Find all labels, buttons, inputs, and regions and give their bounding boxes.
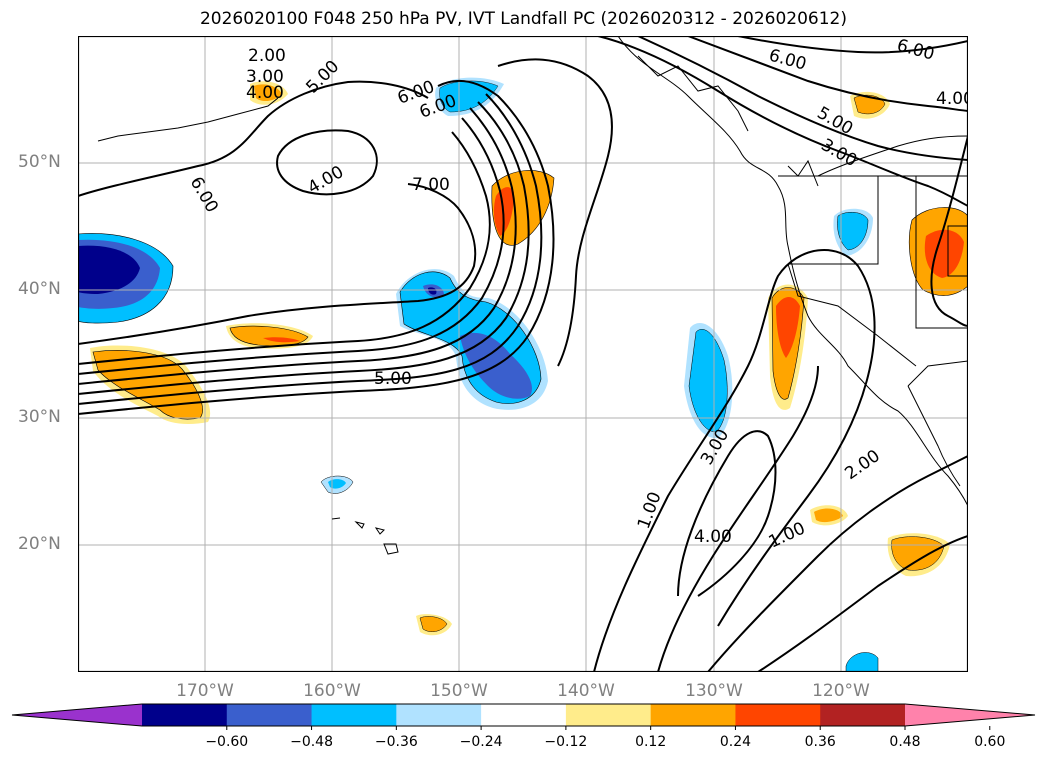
contour-label: 4.00 xyxy=(936,89,968,109)
hawaii-islands xyxy=(331,517,399,555)
colorbar-segment xyxy=(396,704,482,726)
lat-label-50n: 50°N xyxy=(18,152,61,172)
colorbar-tick-label: 0.36 xyxy=(805,734,836,750)
colorbar-tick-label: −0.36 xyxy=(375,734,418,750)
colorbar-tick-label: −0.24 xyxy=(460,734,503,750)
lat-label-20n: 20°N xyxy=(18,534,61,554)
colorbar-segment xyxy=(311,704,397,726)
lon-label-170w: 170°W xyxy=(176,681,234,701)
colorbar-segment xyxy=(735,704,821,726)
contour-label: 5.00 xyxy=(374,369,412,389)
contour-label: 7.00 xyxy=(412,175,450,195)
coastlines xyxy=(97,36,968,507)
colorbar-segment xyxy=(142,704,228,726)
lon-label-150w: 150°W xyxy=(430,681,488,701)
colorbar-tick-label: −0.48 xyxy=(290,734,333,750)
colorbar-segment xyxy=(226,704,313,726)
colorbar-tick-label: 0.24 xyxy=(720,734,751,750)
lat-label-40n: 40°N xyxy=(18,279,61,299)
pv-contours xyxy=(78,36,968,672)
lon-label-130w: 130°W xyxy=(685,681,743,701)
graticule xyxy=(78,36,968,672)
colorbar-tick-label: 0.48 xyxy=(889,734,920,750)
lon-label-120w: 120°W xyxy=(812,681,870,701)
colorbar-tick-label: −0.12 xyxy=(544,734,587,750)
colorbar-tick-label: 0.12 xyxy=(635,734,666,750)
lat-label-30n: 30°N xyxy=(18,407,61,427)
colorbar-segment xyxy=(481,704,567,726)
map-border xyxy=(78,36,968,672)
lon-label-160w: 160°W xyxy=(303,681,361,701)
colorbar-extend-low xyxy=(12,704,142,726)
contour-label: 3.00 xyxy=(246,67,284,87)
contour-label: 2.00 xyxy=(248,46,286,66)
contour-label: 4.00 xyxy=(246,83,284,103)
colorbar-extend-high xyxy=(905,704,1035,726)
colorbar-ticks: −0.60 −0.48 −0.36 −0.24 −0.12 0.12 0.24 0.36 0.4… xyxy=(205,726,1005,750)
colorbar-tick-label: −0.60 xyxy=(205,734,248,750)
lon-label-140w: 140°W xyxy=(557,681,615,701)
colorbar-tick-label: 0.60 xyxy=(974,734,1005,750)
colorbar: −0.60 −0.48 −0.36 −0.24 −0.12 0.12 0.24 0.36 0.4… xyxy=(11,703,1036,750)
contour-label: 4.00 xyxy=(694,527,732,547)
colorbar-segments xyxy=(11,703,1036,727)
map-panel: 2.00 3.00 4.00 5.00 6.00 6.00 4.00 6.00 … xyxy=(78,36,968,672)
colorbar-segment xyxy=(650,704,736,726)
colorbar-segment xyxy=(820,704,906,726)
map-title: 2026020100 F048 250 hPa PV, IVT Landfall… xyxy=(199,9,847,29)
colorbar-segment xyxy=(565,704,652,726)
colorbar-outline xyxy=(11,703,1036,727)
